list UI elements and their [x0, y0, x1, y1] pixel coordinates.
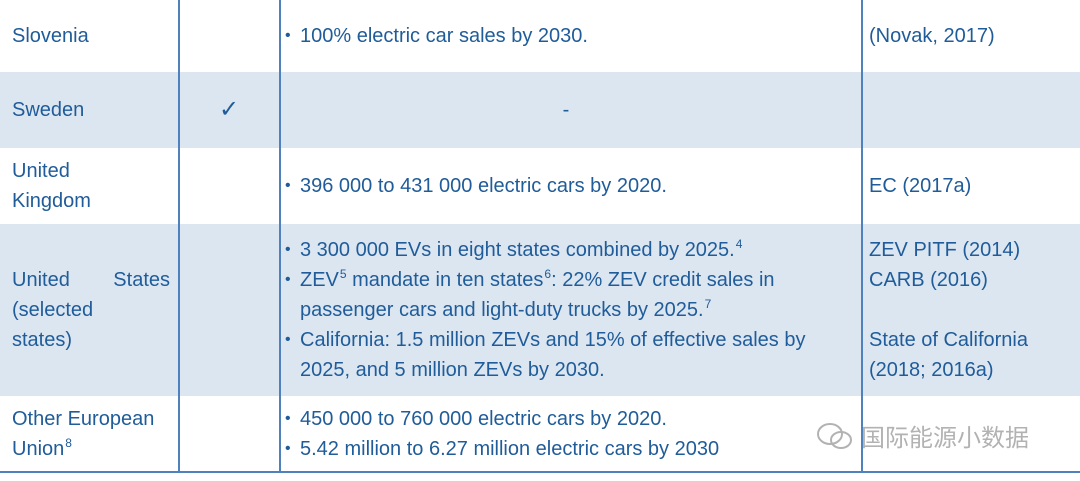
bullet-item: 396 000 to 431 000 electric cars by 2020…	[285, 171, 832, 201]
country-line: states)	[12, 325, 170, 355]
country-cell: United Kingdom	[0, 148, 178, 224]
reference-line: ZEV PITF (2014)	[869, 239, 1021, 261]
reference-line: (2018; 2016a)	[869, 359, 994, 381]
reference-cell	[862, 72, 1080, 148]
country-line: Sweden	[12, 95, 170, 125]
text: California: 1.5 million ZEVs and 15% of …	[300, 329, 806, 381]
country-line: United	[12, 156, 170, 186]
text: 396 000 to 431 000 electric cars by 2020…	[300, 175, 667, 197]
table-row: Sweden ✓ -	[0, 72, 1080, 148]
bottom-border	[0, 471, 1080, 473]
target-cell: 450 000 to 760 000 electric cars by 2020…	[280, 396, 862, 472]
target-cell: 100% electric car sales by 2030.	[280, 0, 862, 72]
column-border	[178, 0, 180, 472]
target-cell: 3 300 000 EVs in eight states combined b…	[280, 224, 862, 396]
column-border	[279, 0, 281, 472]
text: Other European	[12, 408, 155, 430]
text: : 22% ZEV credit sales in passenger cars…	[300, 269, 775, 321]
country-cell: Sweden	[0, 72, 178, 148]
check-cell	[178, 396, 280, 472]
dash: -	[562, 99, 570, 121]
reference-line: CARB (2016)	[869, 269, 988, 291]
footnote-mark: 6	[544, 267, 552, 281]
text: 3 300 000 EVs in eight states combined b…	[300, 239, 735, 261]
text: mandate in ten states	[346, 269, 544, 291]
text: 5.42 million to 6.27 million electric ca…	[300, 438, 720, 460]
text: (selected	[12, 299, 94, 321]
spacer	[869, 295, 1080, 325]
text: 100% electric car sales by 2030.	[300, 25, 588, 47]
table-row: United States (selected states) 3 300 000 EV…	[0, 224, 1080, 396]
text: states)	[12, 329, 73, 351]
reference-line: State of California	[869, 329, 1028, 351]
text: United	[12, 160, 70, 182]
country-line: Slovenia	[12, 21, 170, 51]
country-line: Other European	[12, 404, 170, 434]
text: States	[113, 269, 170, 291]
text: Sweden	[12, 99, 85, 121]
target-cell: -	[280, 72, 862, 148]
country-line: Union8	[12, 434, 170, 464]
check-cell: ✓	[178, 72, 280, 148]
country-cell: Other European Union8	[0, 396, 178, 472]
footnote-mark: 5	[339, 267, 347, 281]
reference-line: (Novak, 2017)	[869, 25, 995, 47]
bullet-item: California: 1.5 million ZEVs and 15% of …	[285, 325, 832, 385]
text: Kingdom	[12, 190, 91, 212]
target-cell: 396 000 to 431 000 electric cars by 2020…	[280, 148, 862, 224]
table-row: United Kingdom 396 000 to 431 000 electric…	[0, 148, 1080, 224]
column-border	[861, 0, 863, 472]
watermark: 国际能源小数据	[815, 418, 1029, 453]
footnote-mark: 4	[735, 237, 743, 251]
bullet-item: 100% electric car sales by 2030.	[285, 21, 832, 51]
bullet-item: 5.42 million to 6.27 million electric ca…	[285, 434, 832, 464]
footnote-mark: 7	[704, 297, 712, 311]
table-row: Slovenia 100% electric car sales by 2030.…	[0, 0, 1080, 72]
country-line: United States	[12, 265, 170, 295]
text: Union	[12, 438, 65, 460]
wechat-icon	[817, 422, 852, 449]
footnote-mark: 8	[65, 436, 72, 450]
bullet-item: 450 000 to 760 000 electric cars by 2020…	[285, 404, 832, 434]
reference-cell: ZEV PITF (2014) CARB (2016) State of Calif…	[862, 224, 1080, 396]
text: United	[12, 269, 70, 291]
check-cell	[178, 148, 280, 224]
country-cell: Slovenia	[0, 0, 178, 72]
check-cell	[178, 0, 280, 72]
country-line: (selected	[12, 295, 170, 325]
check-mark: ✓	[218, 96, 240, 123]
reference-line: EC (2017a)	[869, 175, 972, 197]
text: ZEV	[300, 269, 339, 291]
reference-cell: EC (2017a)	[862, 148, 1080, 224]
country-line: Kingdom	[12, 186, 170, 216]
text: Slovenia	[12, 25, 89, 47]
watermark-text: 国际能源小数据	[861, 425, 1029, 452]
text: 450 000 to 760 000 electric cars by 2020…	[300, 408, 667, 430]
bullet-item: 3 300 000 EVs in eight states combined b…	[285, 235, 832, 265]
table-row: Other European Union8 450 000 to 760 000 e…	[0, 396, 1080, 472]
reference-cell: (Novak, 2017)	[862, 0, 1080, 72]
bullet-item: ZEV5 mandate in ten states6: 22% ZEV cre…	[285, 265, 832, 325]
check-cell	[178, 224, 280, 396]
country-cell: United States (selected states)	[0, 224, 178, 396]
